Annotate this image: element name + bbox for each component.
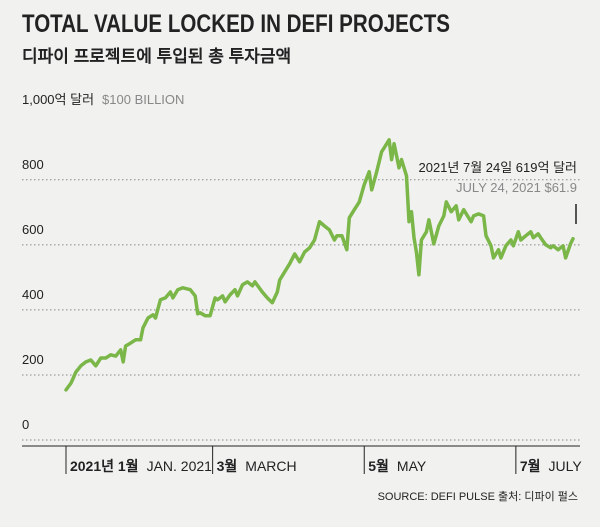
x-tick-label-ko: 2021년 1월 — [70, 458, 139, 474]
x-tick-label-ko: 3월 — [217, 458, 238, 474]
y-tick-label: 200 — [22, 352, 44, 367]
x-tick-label-en: MAY — [397, 458, 427, 474]
y-unit-label-en: $100 BILLION — [102, 92, 184, 107]
x-tick-label-ko: 5월 — [368, 458, 389, 474]
chart-subtitle: 디파이 프로젝트에 투입된 총 투자금액 — [22, 47, 291, 66]
x-tick-label: 5월 MAY — [368, 458, 427, 474]
x-tick-label: 7월 JULY — [520, 458, 583, 474]
annotation: 2021년 7월 24일 619억 달러 — [418, 160, 577, 175]
chart-title: TOTAL VALUE LOCKED IN DEFI PROJECTS — [22, 10, 450, 38]
annotation-en: JULY 24, 2021 $61.9 — [456, 180, 577, 195]
y-unit-label-ko: 1,000억 달러 — [22, 92, 94, 107]
y-tick-label: 400 — [22, 287, 44, 302]
x-tick-label-en: MARCH — [245, 458, 296, 474]
data-line — [64, 138, 575, 392]
y-tick-label: 0 — [22, 417, 29, 432]
x-tick-label: 3월 MARCH — [217, 458, 297, 474]
y-tick-label: 800 — [22, 157, 44, 172]
x-tick-label-en: JAN. 2021 — [147, 458, 213, 474]
x-tick-label: 2021년 1월 JAN. 2021 — [70, 458, 212, 474]
y-unit-label: 1,000억 달러 $100 BILLION — [22, 92, 184, 107]
source: SOURCE: DEFI PULSE 출처: 디파이 펄스 — [378, 490, 578, 503]
x-tick-label-en: JULY — [549, 458, 583, 474]
x-tick-label-ko: 7월 — [520, 458, 541, 474]
y-tick-label: 600 — [22, 222, 44, 237]
